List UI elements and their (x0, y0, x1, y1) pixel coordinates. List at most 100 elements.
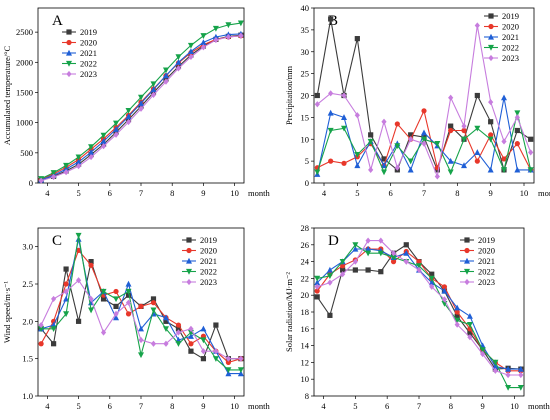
panel-a-x-tick-label: 8 (170, 188, 174, 198)
panel-d-series-2023-point (314, 283, 320, 290)
panel-d-series-2022-point (492, 359, 499, 366)
panel-b-series-2021-point (501, 94, 507, 101)
panel-b-series-2022-point (474, 125, 481, 132)
panel-b-series-2022 (314, 110, 534, 176)
panel-c-series-2019-point (75, 318, 82, 324)
panel-b-legend-label: 2021 (502, 32, 519, 42)
panel-d-series-2022-point (352, 242, 359, 248)
panel-a-y-tick-label: 0 (29, 178, 33, 188)
panel-c-series-2023-point (225, 355, 231, 362)
panel-b-series-2023-point (368, 166, 374, 173)
panel-a-x-tick-label: 10 (230, 188, 239, 198)
panel-d-series-2019-point (467, 330, 473, 336)
panel-c-series-2020-point (113, 288, 119, 295)
panel-d-series-2022-point (326, 273, 333, 280)
panel-b-x-tick-label: 10 (520, 188, 529, 198)
panel-b-series-2022-point (461, 136, 467, 143)
panel-a-legend-label: 2022 (80, 59, 97, 69)
panel-c-series-2021-point (125, 280, 132, 287)
panel-d-y-tick-label: 28 (301, 223, 310, 233)
panel-a-series-2022-point (113, 120, 120, 127)
panel-c-y-tick-label: 1.0 (22, 391, 33, 401)
panel-a-legend-marker (66, 49, 72, 56)
panel-b-series-2022-point (421, 136, 427, 143)
panel-d-legend-marker (464, 237, 470, 243)
panel-a-letter: A (52, 13, 63, 29)
panel-b-series-2019-point (488, 119, 494, 125)
panel-d-legend-marker (464, 268, 470, 275)
panel-c-legend-label: 2021 (200, 256, 217, 266)
panel-b-series-2022-point (327, 127, 334, 134)
panel-a-legend-marker (66, 60, 72, 67)
panel-c-series-2022 (38, 232, 244, 374)
panel-a-series-2023-point (138, 105, 144, 112)
panel-b-y-tick-label: 10 (301, 134, 310, 144)
panel-b-y-tick-label: 40 (301, 3, 310, 13)
panel-d-series-2023-point (390, 250, 397, 257)
panel-d-series-2021-point (492, 363, 499, 370)
panel-d-series-2022-point (517, 385, 524, 391)
panel-d-series-2019-point (340, 267, 346, 273)
panel-b-series-2023-point (314, 101, 320, 108)
panel-c-series-2019-point (51, 341, 57, 347)
panel-b-series-2019-point (354, 36, 360, 42)
panel-c-series-2021-point (225, 370, 232, 377)
panel-c-series-2023-point (75, 277, 82, 284)
panel-d-series-2019-point (365, 267, 371, 273)
panel-d-series-2022-point (454, 317, 461, 324)
panel-b-series-2020-point (448, 127, 454, 134)
panel-b-series-2023-point (461, 123, 467, 130)
panel-d-y-tick-label: 14 (301, 341, 310, 351)
panel-b-series-2021-point (327, 109, 334, 116)
panel-c-series-2023-point (150, 340, 157, 347)
panel-b-series-2019-point (448, 123, 454, 129)
panel-b-series-2023-point (394, 164, 400, 171)
panel-b-x-tick-label: 9 (489, 188, 493, 198)
panel-a-series-2023-point (200, 44, 207, 51)
panel-c-series-2019-point (175, 326, 182, 332)
panel-d-letter: D (328, 233, 339, 249)
panel-b-series-2022-point (354, 151, 361, 158)
panel-d-legend-label: 2019 (478, 235, 495, 245)
panel-b-series-2023-point (328, 90, 334, 97)
panel-c-x-axis-label: month (248, 401, 270, 411)
panel-b-frame (313, 7, 535, 184)
panel-d-series-2022-point (479, 347, 486, 353)
panel-d-series-2019-point (403, 242, 409, 248)
panel-b-y-tick-label: 0 (305, 178, 309, 188)
panel-a-series-2022 (38, 20, 244, 182)
panel-a-y-tick-label: 1000 (16, 118, 33, 128)
panel-d-series-2023-point (441, 296, 448, 303)
panel-a-legend-marker (66, 39, 72, 46)
panel-c-series-2023 (38, 277, 244, 362)
panel-a-series-2022-point (175, 54, 182, 61)
panel-b-series-2022-point (434, 141, 441, 147)
panel-d-series-2022-point (428, 275, 435, 282)
panel-a-series-2023-point (63, 169, 69, 176)
panel-b-legend-marker (488, 33, 494, 40)
panel-c-legend-marker (186, 278, 192, 286)
panel-a-legend-label: 2019 (80, 27, 97, 37)
panel-a-x-tick-label: 4 (45, 188, 50, 198)
panel-d-series-2020-point (441, 284, 448, 290)
panel-b-series-2022-point (341, 125, 347, 132)
panel-c-series-2019-point (213, 322, 219, 328)
panel-c-legend-marker (186, 257, 192, 264)
panel-c-series-2022-point (237, 367, 244, 374)
panel-d-series-2023-point (518, 371, 524, 379)
panel-c-series-2020-point (63, 281, 69, 287)
panel-c-series-2021-point (113, 314, 120, 321)
panel-c-series-2019-point (125, 292, 132, 298)
panel-c-x-tick-label: 5 (76, 401, 80, 411)
panel-d-y-tick-label: 22 (301, 273, 310, 283)
panel-c-series-2020-point (225, 359, 231, 365)
panel-b-series-2022-point (381, 169, 387, 176)
panel-c-series-2023-point (63, 288, 69, 295)
panel-d-series-2019-point (352, 267, 358, 273)
panel-d-series-2023-point (352, 258, 358, 265)
panel-c-letter: C (52, 233, 62, 249)
panel-d-series-2022-point (505, 385, 512, 391)
panel-c-series-2023-point (188, 325, 194, 332)
panel-a-series-2023-point (150, 91, 157, 98)
panel-d-legend-label: 2023 (478, 277, 495, 287)
